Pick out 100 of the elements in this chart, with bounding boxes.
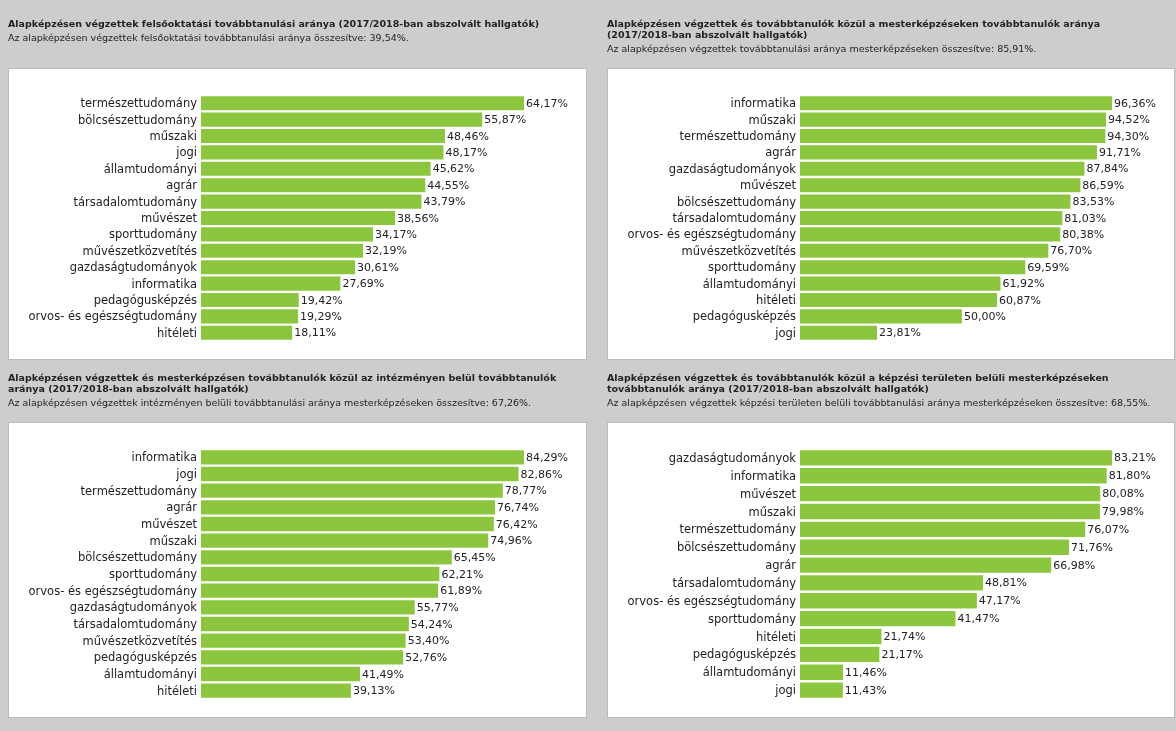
bar — [201, 210, 396, 226]
data-label: 66,98% — [1053, 558, 1096, 572]
bar — [201, 616, 409, 632]
y-tick-label: államtudományi — [103, 667, 197, 681]
data-label: 76,42% — [495, 517, 538, 531]
data-label: 19,29% — [300, 309, 343, 323]
data-label: 94,52% — [1108, 113, 1150, 127]
data-label: 62,21% — [441, 567, 484, 581]
data-label: 47,17% — [978, 594, 1021, 608]
data-label: 76,74% — [497, 500, 540, 514]
bar — [800, 145, 1097, 160]
data-label: 83,21% — [1114, 451, 1156, 465]
y-tick-label: bölcsészettudomány — [676, 540, 797, 555]
y-tick-label: hitéleti — [156, 683, 197, 698]
data-label: 18,11% — [294, 326, 337, 340]
y-tick-label: természettudomány — [80, 96, 198, 111]
chart-subtitle: Az alapképzésen végzettek felsőoktatási továbbtanulási aránya összesítve: 39,54%. — [8, 32, 410, 43]
data-label: 52,76% — [405, 650, 448, 664]
bar — [201, 583, 439, 598]
bar — [800, 276, 1001, 291]
bar — [201, 466, 519, 482]
bar — [800, 646, 880, 663]
data-label: 94,30% — [1107, 129, 1150, 143]
data-label: 39,13% — [352, 684, 395, 698]
bar — [800, 485, 1101, 502]
chart-title: Alapképzésen végzettek és mesterképzésen továbbtanulók közül az intézményen belül továbbtanulók aránya (2017/2018-ban abszolvált hallgatók) — [8, 372, 558, 394]
bar — [201, 666, 360, 682]
bar — [800, 292, 998, 308]
data-label: 84,29% — [526, 450, 568, 464]
data-label: 21,17% — [881, 647, 924, 661]
y-tick-label: pedagógusképzés — [692, 309, 796, 324]
y-tick-label: társadalomtudomány — [672, 575, 797, 590]
bar — [800, 521, 1086, 538]
data-label: 44,55% — [427, 178, 470, 192]
bar — [201, 516, 494, 532]
bar — [800, 557, 1052, 573]
bar — [800, 628, 882, 645]
data-label: 65,45% — [453, 550, 496, 564]
data-label: 32,19% — [365, 244, 407, 258]
bar — [201, 500, 496, 515]
data-label: 11,43% — [844, 683, 887, 697]
y-tick-label: pedagógusképzés — [93, 293, 197, 307]
data-label: 76,07% — [1087, 522, 1130, 536]
bar — [800, 194, 1071, 209]
data-label: 53,40% — [407, 634, 450, 648]
y-tick-label: társadalomtudomány — [73, 194, 198, 209]
y-tick-label: agrár — [765, 145, 797, 160]
y-tick-label: agrár — [166, 500, 198, 515]
data-label: 34,17% — [374, 227, 417, 241]
bar — [800, 539, 1070, 555]
data-label: 81,03% — [1064, 211, 1107, 225]
data-label: 61,92% — [1002, 277, 1045, 291]
data-label: 71,76% — [1071, 540, 1114, 554]
bar — [201, 96, 524, 111]
bar — [201, 260, 356, 275]
y-tick-label: orvos- és egészségtudomány — [28, 583, 198, 598]
y-tick-label: informatika — [730, 96, 796, 111]
y-tick-label: sporttudomány — [108, 227, 198, 242]
bar — [800, 593, 977, 609]
y-tick-label: természettudomány — [679, 522, 797, 537]
bar — [800, 112, 1107, 127]
y-tick-label: művészet — [141, 517, 198, 531]
y-tick-label: hitéleti — [156, 325, 197, 340]
data-label: 48,46% — [446, 129, 489, 143]
data-label: 23,81% — [879, 326, 922, 340]
data-label: 60,87% — [999, 293, 1042, 307]
y-tick-label: orvos- és egészségtudomány — [28, 309, 198, 324]
bar — [800, 325, 878, 340]
bar — [201, 633, 406, 648]
bar — [800, 178, 1081, 193]
bar — [800, 96, 1112, 111]
y-tick-label: hitéleti — [755, 629, 796, 644]
y-tick-label: gazdaságtudományok — [668, 161, 797, 176]
data-label: 48,17% — [445, 145, 488, 159]
bar — [201, 128, 445, 144]
y-tick-label: természettudomány — [80, 483, 198, 498]
bar — [800, 682, 843, 698]
bar — [800, 210, 1063, 226]
chart-subtitle: Az alapképzésen végzettek intézményen belüli továbbtanulási aránya mesterképzéseken összesítve: 67,26%. — [8, 397, 533, 408]
bar — [800, 161, 1085, 176]
y-tick-label: informatika — [730, 468, 796, 483]
bar — [201, 161, 431, 176]
y-tick-label: pedagógusképzés — [692, 647, 796, 662]
data-label: 55,87% — [484, 113, 527, 127]
y-tick-label: gazdaságtudományok — [668, 450, 797, 465]
bar — [201, 178, 426, 193]
data-label: 27,69% — [342, 277, 385, 291]
y-tick-label: művészetközvetítés — [681, 243, 797, 258]
y-tick-label: művészet — [141, 211, 198, 225]
bar — [201, 194, 422, 209]
bar — [201, 243, 364, 258]
y-tick-label: művészet — [740, 178, 797, 193]
y-tick-label: orvos- és egészségtudomány — [627, 227, 797, 242]
data-label: 38,56% — [397, 211, 440, 225]
bar — [201, 276, 341, 291]
data-label: 79,98% — [1101, 505, 1144, 518]
data-label: 96,36% — [1114, 96, 1156, 110]
data-label: 41,49% — [361, 667, 404, 681]
data-label: 80,08% — [1102, 487, 1145, 501]
data-label: 87,84% — [1086, 162, 1129, 176]
